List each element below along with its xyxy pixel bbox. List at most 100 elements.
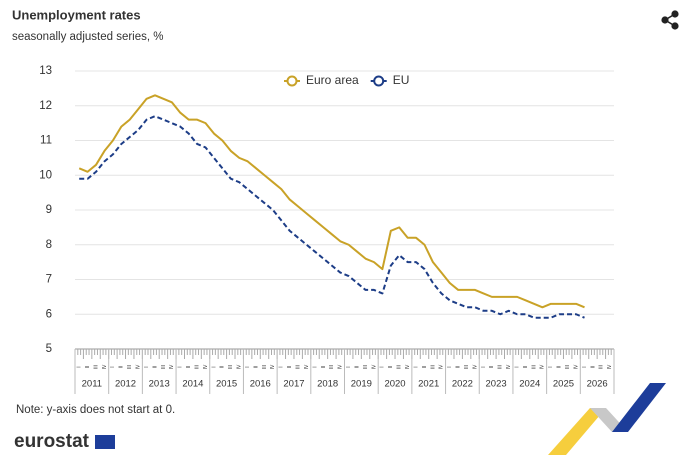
quarter-label: IV [506,364,512,369]
x-tick-label: 2011 [82,379,102,390]
quarter-label: III [464,365,470,369]
x-tick-label: 2018 [317,379,338,390]
quarter-label: II [152,366,158,369]
quarter-label: III [329,365,335,369]
quarter-label: I [144,366,150,367]
quarter-label: III [127,365,133,369]
x-tick-label: 2015 [216,379,237,390]
quarter-label: IV [169,364,175,369]
y-tick-label: 6 [46,308,52,320]
quarter-label: II [220,366,226,369]
x-tick-label: 2017 [283,379,304,390]
x-tick-label: 2020 [384,379,405,390]
quarter-label: II [489,366,495,369]
quarter-label: I [279,366,285,367]
x-tick-label: 2014 [182,379,203,390]
note: Note: y-axis does not start at 0. [16,404,175,416]
quarter-label: I [312,366,318,367]
quarter-label: IV [439,364,445,369]
quarter-label: III [296,365,302,369]
quarter-label: I [481,366,487,367]
quarter-label: I [413,366,419,367]
quarter-label: I [380,366,386,367]
x-tick-label: 2016 [250,379,271,390]
quarter-label: II [321,366,327,369]
legend-label: EU [393,73,410,87]
quarter-label: IV [371,364,377,369]
quarter-label: IV [405,364,411,369]
y-tick-label: 5 [46,343,52,355]
y-tick-label: 13 [39,65,52,77]
x-tick-label: 2013 [149,379,170,390]
quarter-label: III [531,365,537,369]
quarter-label: IV [472,364,478,369]
y-tick-label: 12 [39,100,52,112]
quarter-label: II [354,366,360,369]
quarter-label: I [548,366,554,367]
x-tick-label: 2025 [553,379,574,390]
quarter-label: III [262,365,268,369]
x-tick-label: 2019 [351,379,372,390]
quarter-label: II [119,366,125,369]
quarter-label: II [590,366,596,369]
chart-title: Unemployment rates [12,7,141,22]
x-tick-label: 2022 [452,379,473,390]
quarter-label: II [523,366,529,369]
legend-marker [373,75,385,87]
quarter-label: I [77,366,83,367]
quarter-label: III [161,365,167,369]
quarter-label: IV [102,364,108,369]
quarter-label: IV [135,364,141,369]
quarter-label: III [363,365,369,369]
quarter-label: II [557,366,563,369]
x-tick-label: 2026 [587,379,608,390]
quarter-label: I [245,366,251,367]
legend-marker [286,75,298,87]
quarter-label: III [228,365,234,369]
quarter-label: I [346,366,352,367]
quarter-label: II [253,366,259,369]
quarter-label: IV [540,364,546,369]
quarter-label: IV [607,364,613,369]
quarter-label: II [422,366,428,369]
series-line [78,94,585,309]
chart-subtitle: seasonally adjusted series, % [12,31,164,43]
x-tick-label: 2024 [519,379,540,390]
quarter-label: III [430,365,436,369]
quarter-label: III [93,365,99,369]
quarter-label: III [565,365,571,369]
quarter-label: I [447,366,453,367]
quarter-label: III [599,365,605,369]
brand-logo: eurostat [14,431,90,452]
quarter-label: IV [270,364,276,369]
quarter-label: II [287,366,293,369]
quarter-label: II [186,366,192,369]
y-tick-label: 8 [46,239,52,251]
x-tick-label: 2012 [115,379,136,390]
quarter-label: III [498,365,504,369]
quarter-label: III [397,365,403,369]
quarter-label: III [194,365,200,369]
quarter-label: IV [338,364,344,369]
quarter-label: I [110,366,116,367]
quarter-label: I [211,366,217,367]
quarter-label: IV [203,364,209,369]
quarter-label: II [388,366,394,369]
legend-label: Euro area [306,73,359,87]
x-tick-label: 2023 [486,379,507,390]
share-icon[interactable] [661,10,679,30]
quarter-label: IV [304,364,310,369]
series-line [79,115,585,319]
quarter-label: IV [237,364,243,369]
quarter-label: I [582,366,588,367]
y-tick-label: 7 [46,274,52,286]
y-tick-label: 9 [46,204,52,216]
quarter-label: I [514,366,520,367]
eu-flag [95,435,115,449]
x-tick-label: 2021 [418,379,439,390]
quarter-label: II [456,366,462,369]
y-tick-label: 11 [40,135,52,147]
quarter-label: II [85,366,91,369]
decoration [548,383,666,455]
